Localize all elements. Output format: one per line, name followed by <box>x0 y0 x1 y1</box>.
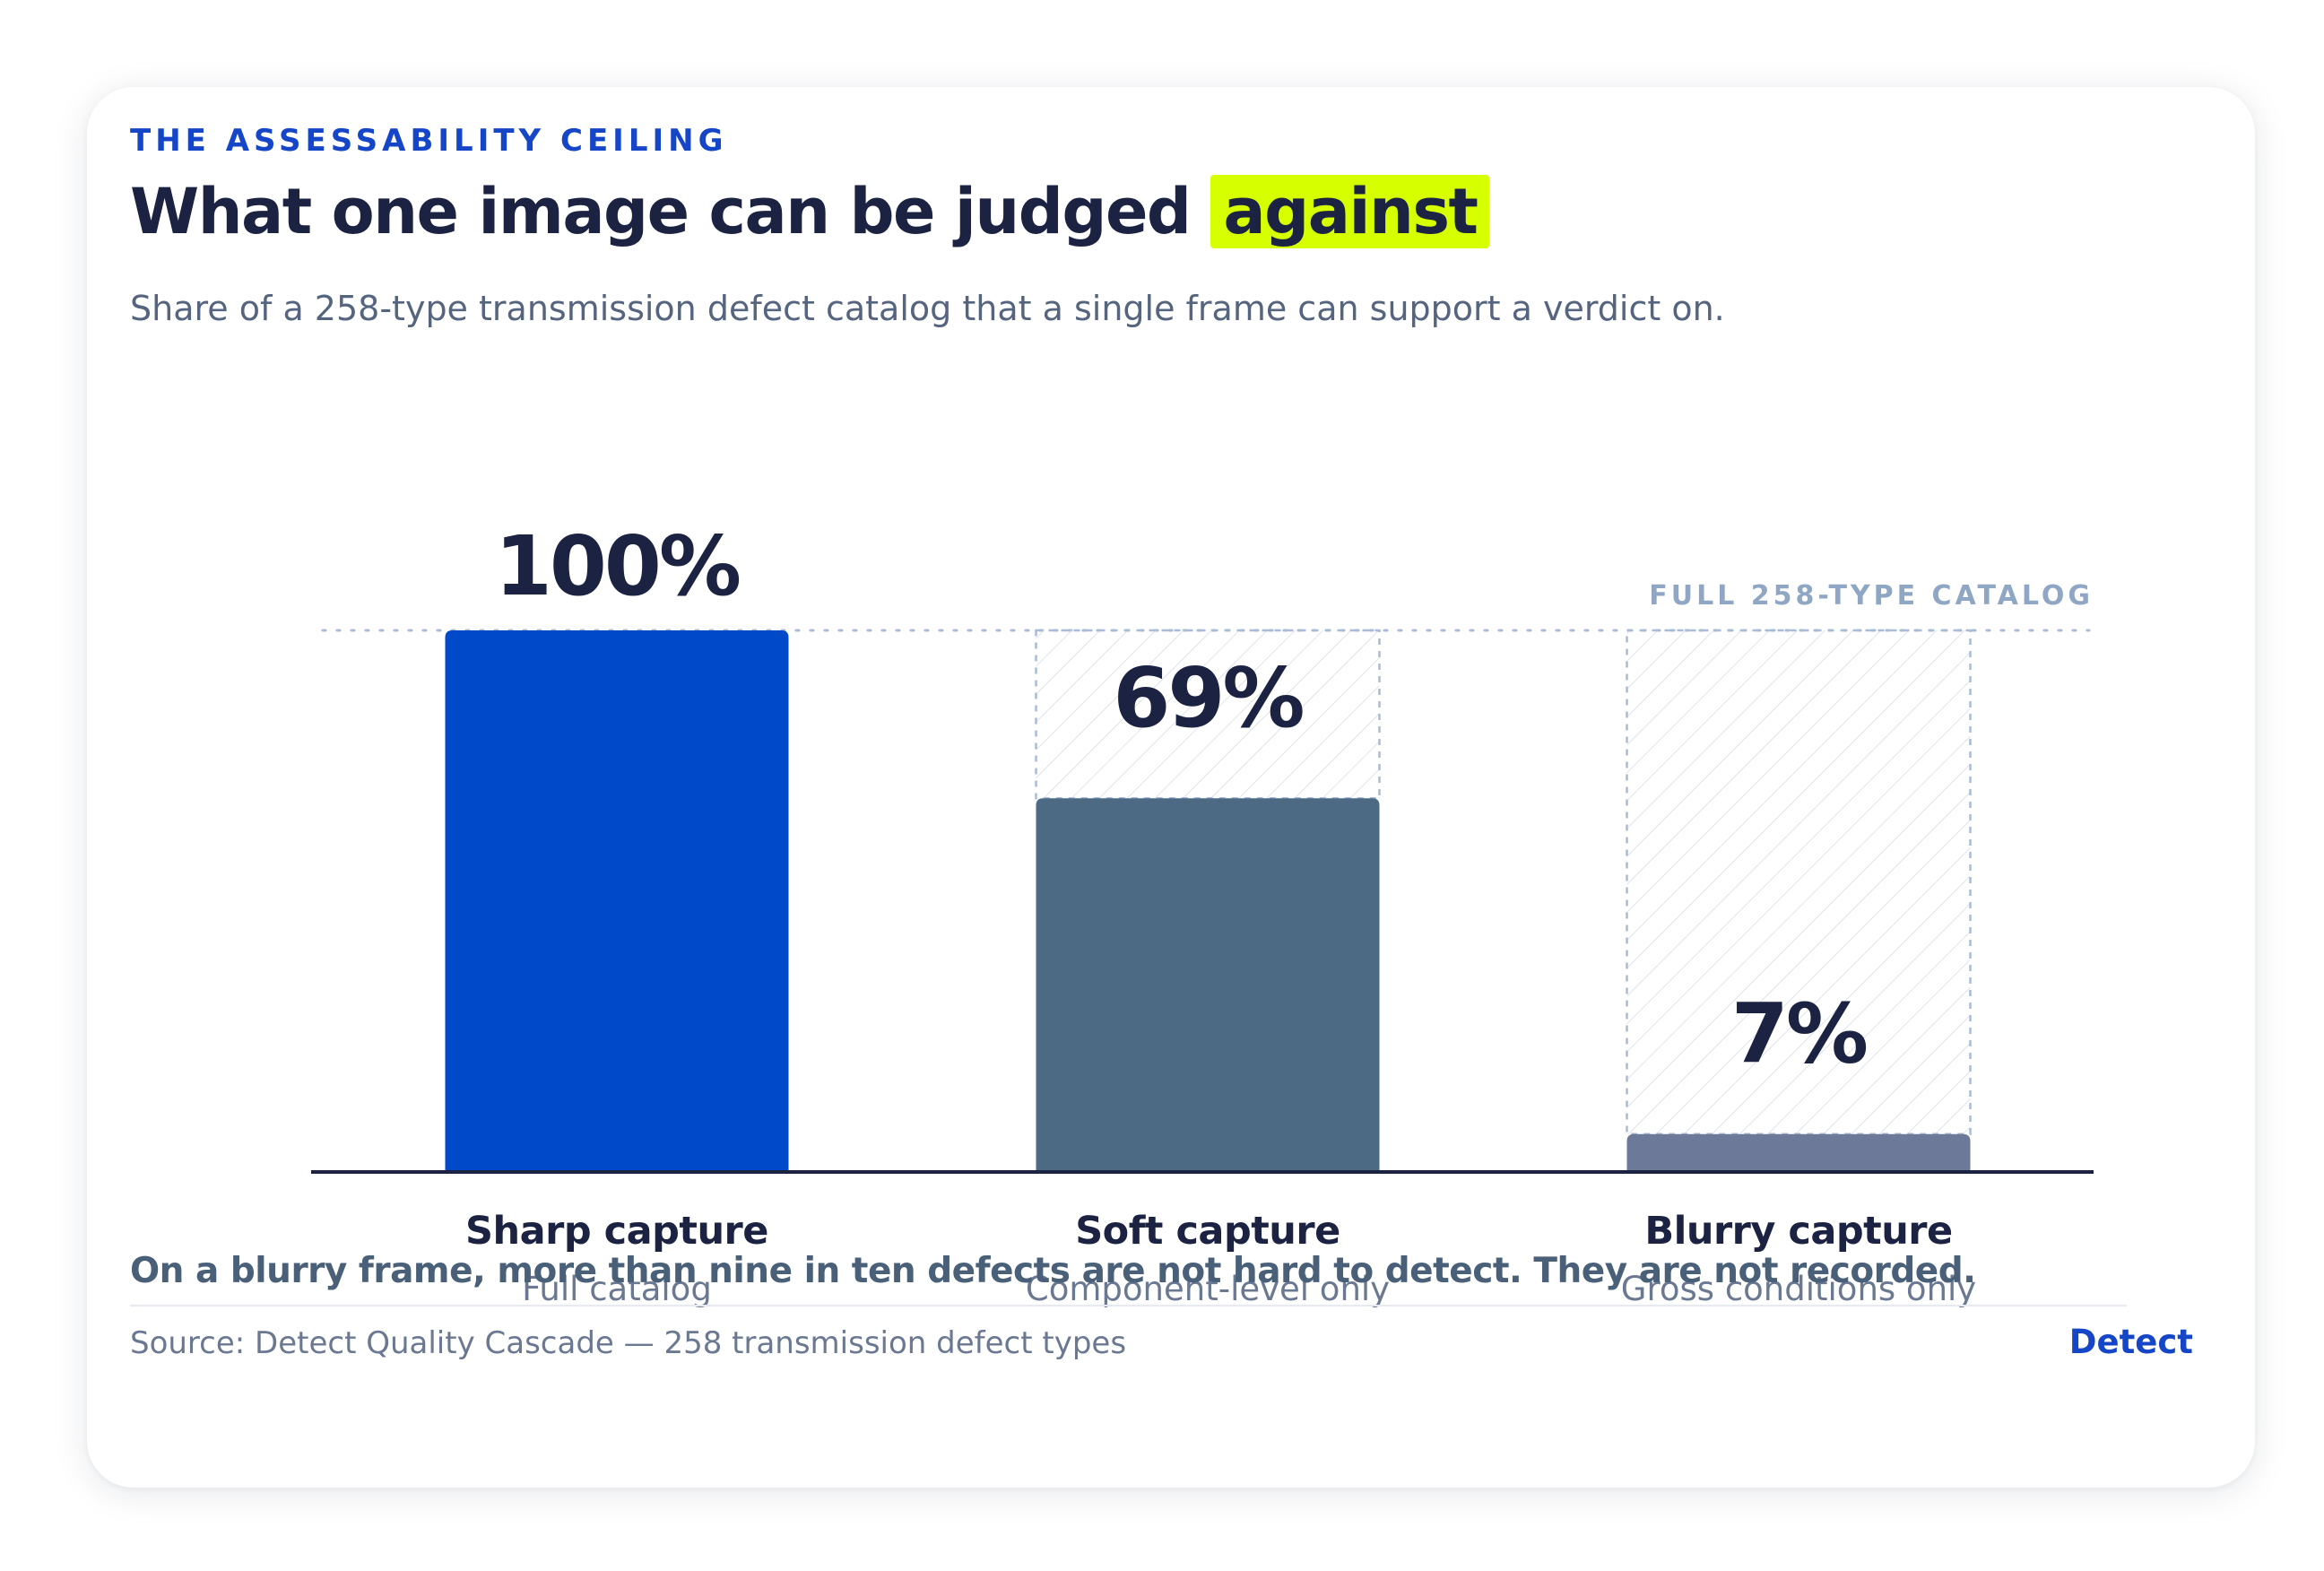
bar-1 <box>1036 798 1380 1172</box>
bar-value-label-1: 69% <box>1113 650 1303 746</box>
chart-subtitle: Share of a 258-type transmission defect … <box>130 289 1725 328</box>
bar-value-label-0: 100% <box>495 518 740 614</box>
category-sublabel-0: Full catalog <box>522 1270 712 1308</box>
source-note: Source: Detect Quality Cascade — 258 tra… <box>130 1325 1127 1361</box>
category-label-1: Soft capture <box>1075 1209 1340 1254</box>
title-highlight: against <box>1210 175 1490 248</box>
reference-line-label: FULL 258-TYPE CATALOG <box>1649 580 2094 612</box>
title-main: What one image can be judged <box>130 175 1192 248</box>
eyebrow-label: THE ASSESSABILITY CEILING <box>130 123 728 159</box>
footer-divider <box>130 1305 2127 1306</box>
bar-0 <box>445 630 789 1172</box>
chart-title: What one image can be judged against <box>130 175 1490 248</box>
chart-footnote: On a blurry frame, more than nine in ten… <box>130 1251 1976 1291</box>
category-label-0: Sharp capture <box>465 1209 768 1254</box>
bar-ghost-1 <box>1035 629 1381 800</box>
brand-link[interactable]: Detect <box>2068 1323 2193 1361</box>
bar-value-label-2: 7% <box>1731 986 1867 1082</box>
category-label-2: Blurry capture <box>1644 1209 1952 1254</box>
bar-2 <box>1626 1133 1971 1172</box>
category-sublabel-2: Gross conditions only <box>1621 1270 1976 1308</box>
category-sublabel-1: Component-level only <box>1026 1270 1390 1308</box>
